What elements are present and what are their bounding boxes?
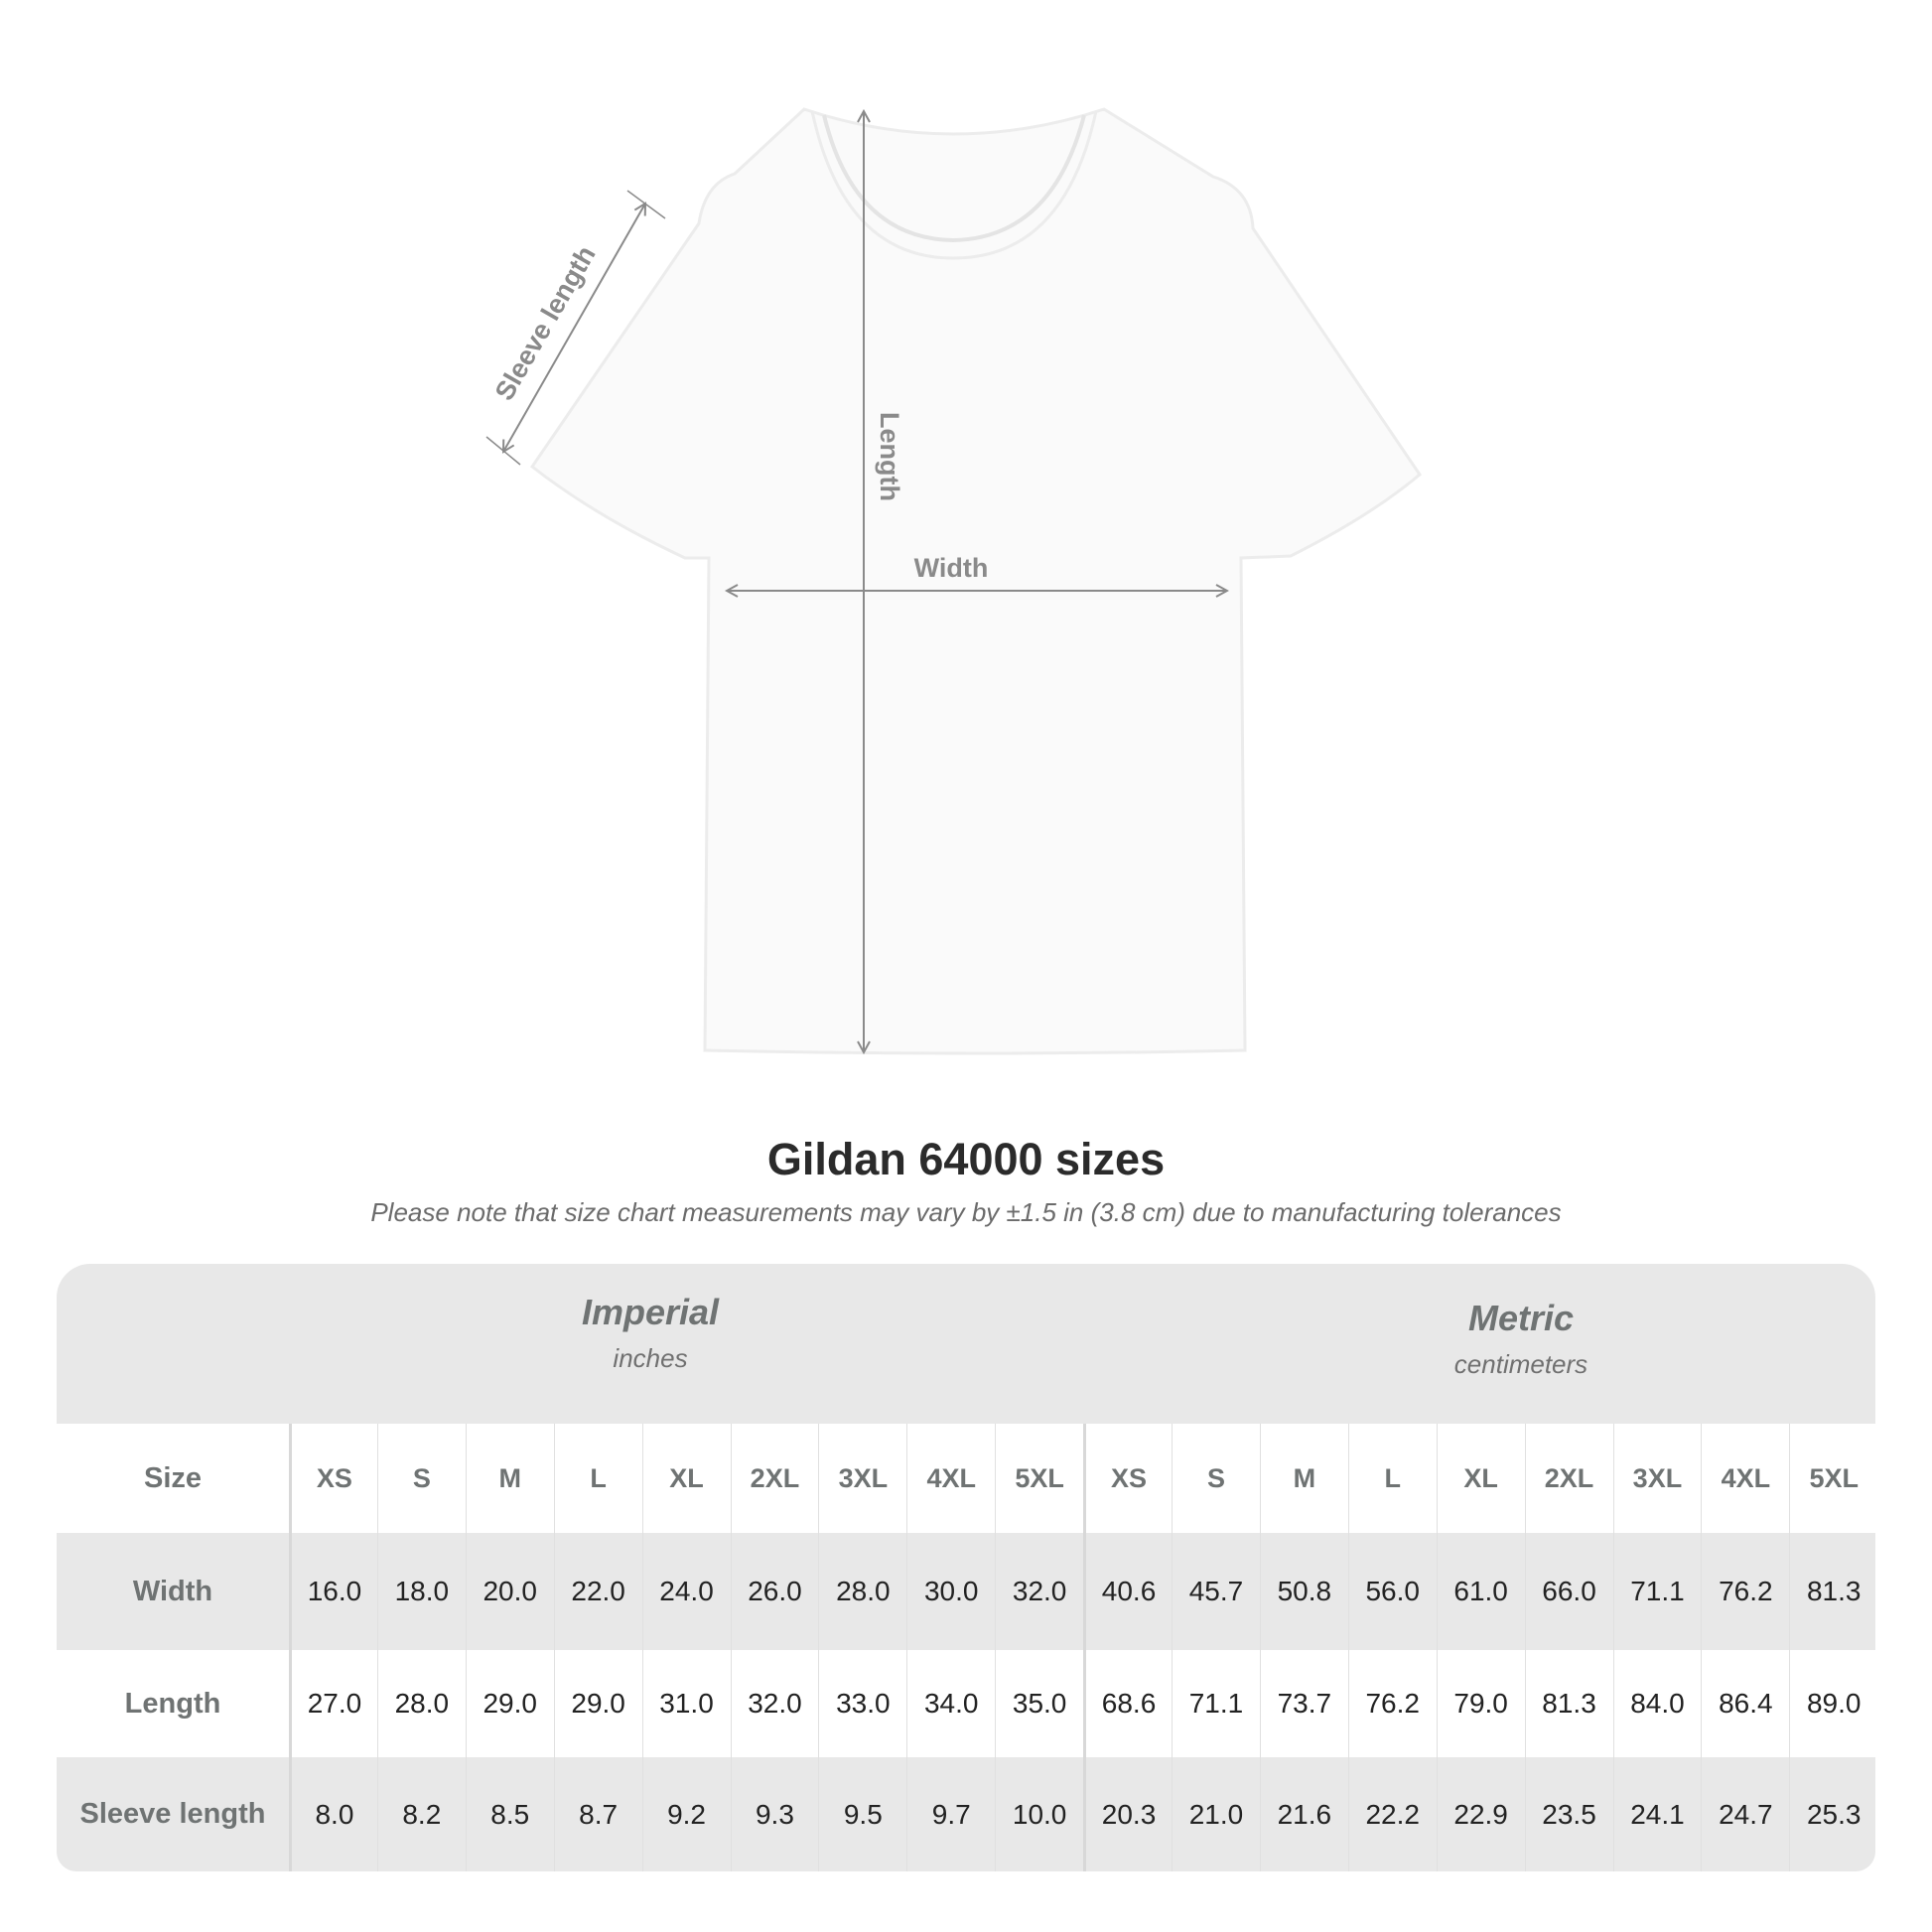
table-cell: 34.0	[906, 1650, 995, 1757]
table-cell: 33.0	[818, 1650, 906, 1757]
size-header-row: Size XS S M L XL 2XL 3XL 4XL 5XL XS S M L XL 2XL 3XL 4XL 5…	[57, 1424, 1875, 1533]
row-label: Length	[124, 1687, 221, 1720]
tshirt-diagram: Sleeve length Length Width	[485, 107, 1423, 1055]
table-row: Width 16.0 18.0 20.0 22.0 24.0 26.0 28.0 30.0 32.…	[57, 1533, 1875, 1650]
table-cell: 89.0	[1789, 1650, 1877, 1757]
table-cell: 76.2	[1701, 1533, 1789, 1650]
tolerance-note: Please note that size chart measurements…	[370, 1197, 1562, 1227]
row-label: Sleeve length	[79, 1798, 266, 1830]
size-header-cell: XS	[1083, 1424, 1172, 1533]
size-table: Imperial inches Metric centimeters Size X…	[57, 1264, 1875, 1871]
table-cell: 24.0	[641, 1533, 731, 1650]
table-cell: 22.0	[553, 1533, 642, 1650]
size-header-cell: S	[376, 1424, 466, 1533]
metric-title: Metric	[1467, 1298, 1575, 1338]
table-cell: 28.0	[376, 1650, 466, 1757]
table-cell: 61.0	[1436, 1533, 1525, 1650]
size-header-cell: M	[1259, 1424, 1348, 1533]
table-cell: 32.0	[730, 1650, 819, 1757]
metric-unit: centimeters	[1453, 1349, 1588, 1379]
size-header-cell: XL	[1436, 1424, 1525, 1533]
table-cell: 8.0	[289, 1757, 377, 1871]
table-cell: 21.6	[1259, 1757, 1348, 1871]
table-cell: 28.0	[818, 1533, 906, 1650]
table-cell: 16.0	[289, 1533, 377, 1650]
table-cell: 8.7	[553, 1757, 642, 1871]
table-cell: 26.0	[730, 1533, 819, 1650]
width-label: Width	[914, 553, 989, 583]
table-cell: 66.0	[1524, 1533, 1613, 1650]
table-cell: 18.0	[376, 1533, 466, 1650]
table-cell: 71.1	[1612, 1533, 1702, 1650]
table-cell: 9.7	[906, 1757, 995, 1871]
table-header: Imperial inches Metric centimeters	[57, 1264, 1875, 1424]
size-header-cell: 3XL	[1612, 1424, 1702, 1533]
table-cell: 22.9	[1436, 1757, 1525, 1871]
size-header-cell: 2XL	[730, 1424, 819, 1533]
table-cell: 8.5	[465, 1757, 554, 1871]
imperial-header: Imperial inches	[352, 1292, 948, 1374]
table-cell: 40.6	[1083, 1533, 1172, 1650]
table-cell: 29.0	[553, 1650, 642, 1757]
page-title: Gildan 64000 sizes	[766, 1134, 1166, 1184]
sleeve-length-label: Sleeve length	[489, 241, 602, 406]
imperial-title: Imperial	[581, 1292, 720, 1332]
table-cell: 9.5	[818, 1757, 906, 1871]
table-cell: 20.3	[1083, 1757, 1172, 1871]
size-header-cell: L	[553, 1424, 642, 1533]
size-header-cell: 5XL	[995, 1424, 1083, 1533]
size-header-cell: 3XL	[818, 1424, 906, 1533]
size-header-cell: XL	[641, 1424, 731, 1533]
table-cell: 35.0	[995, 1650, 1083, 1757]
size-header-cell: 5XL	[1789, 1424, 1877, 1533]
table-cell: 79.0	[1436, 1650, 1525, 1757]
table-cell: 45.7	[1172, 1533, 1260, 1650]
table-cell: 8.2	[376, 1757, 466, 1871]
table-cell: 32.0	[995, 1533, 1083, 1650]
table-cell: 81.3	[1789, 1533, 1877, 1650]
table-cell: 24.7	[1701, 1757, 1789, 1871]
table-cell: 71.1	[1172, 1650, 1260, 1757]
table-cell: 50.8	[1259, 1533, 1348, 1650]
table-row: Length 27.0 28.0 29.0 29.0 31.0 32.0 33.0 34.0 35…	[57, 1650, 1875, 1757]
imperial-unit: inches	[613, 1343, 688, 1373]
size-header-cell: XS	[289, 1424, 377, 1533]
table-cell: 76.2	[1347, 1650, 1437, 1757]
table-cell: 9.3	[730, 1757, 819, 1871]
table-cell: 56.0	[1347, 1533, 1437, 1650]
size-header-cell: 4XL	[906, 1424, 995, 1533]
row-label: Size	[143, 1461, 203, 1494]
table-cell: 25.3	[1789, 1757, 1877, 1871]
length-label: Length	[875, 412, 904, 501]
table-cell: 9.2	[641, 1757, 731, 1871]
size-header-cell: S	[1172, 1424, 1260, 1533]
tshirt-shape	[529, 107, 1423, 1055]
table-cell: 29.0	[465, 1650, 554, 1757]
table-cell: 27.0	[289, 1650, 377, 1757]
table-cell: 68.6	[1083, 1650, 1172, 1757]
size-header-cell: L	[1347, 1424, 1437, 1533]
size-header-cell: M	[465, 1424, 554, 1533]
table-cell: 86.4	[1701, 1650, 1789, 1757]
metric-header: Metric centimeters	[1223, 1298, 1819, 1380]
table-cell: 10.0	[995, 1757, 1083, 1871]
table-cell: 22.2	[1347, 1757, 1437, 1871]
table-cell: 20.0	[465, 1533, 554, 1650]
sleeve-arrow	[503, 204, 645, 452]
table-row: Sleeve length 8.0 8.2 8.5 8.7 9.2 9.3 9.5 9.7 10.…	[57, 1757, 1875, 1871]
table-cell: 30.0	[906, 1533, 995, 1650]
table-cell: 31.0	[641, 1650, 731, 1757]
size-header-cell: 4XL	[1701, 1424, 1789, 1533]
table-cell: 23.5	[1524, 1757, 1613, 1871]
table-cell: 84.0	[1612, 1650, 1702, 1757]
table-cell: 81.3	[1524, 1650, 1613, 1757]
size-header-cell: 2XL	[1524, 1424, 1613, 1533]
table-cell: 24.1	[1612, 1757, 1702, 1871]
row-label: Width	[132, 1575, 213, 1607]
table-cell: 21.0	[1172, 1757, 1260, 1871]
table-cell: 73.7	[1259, 1650, 1348, 1757]
